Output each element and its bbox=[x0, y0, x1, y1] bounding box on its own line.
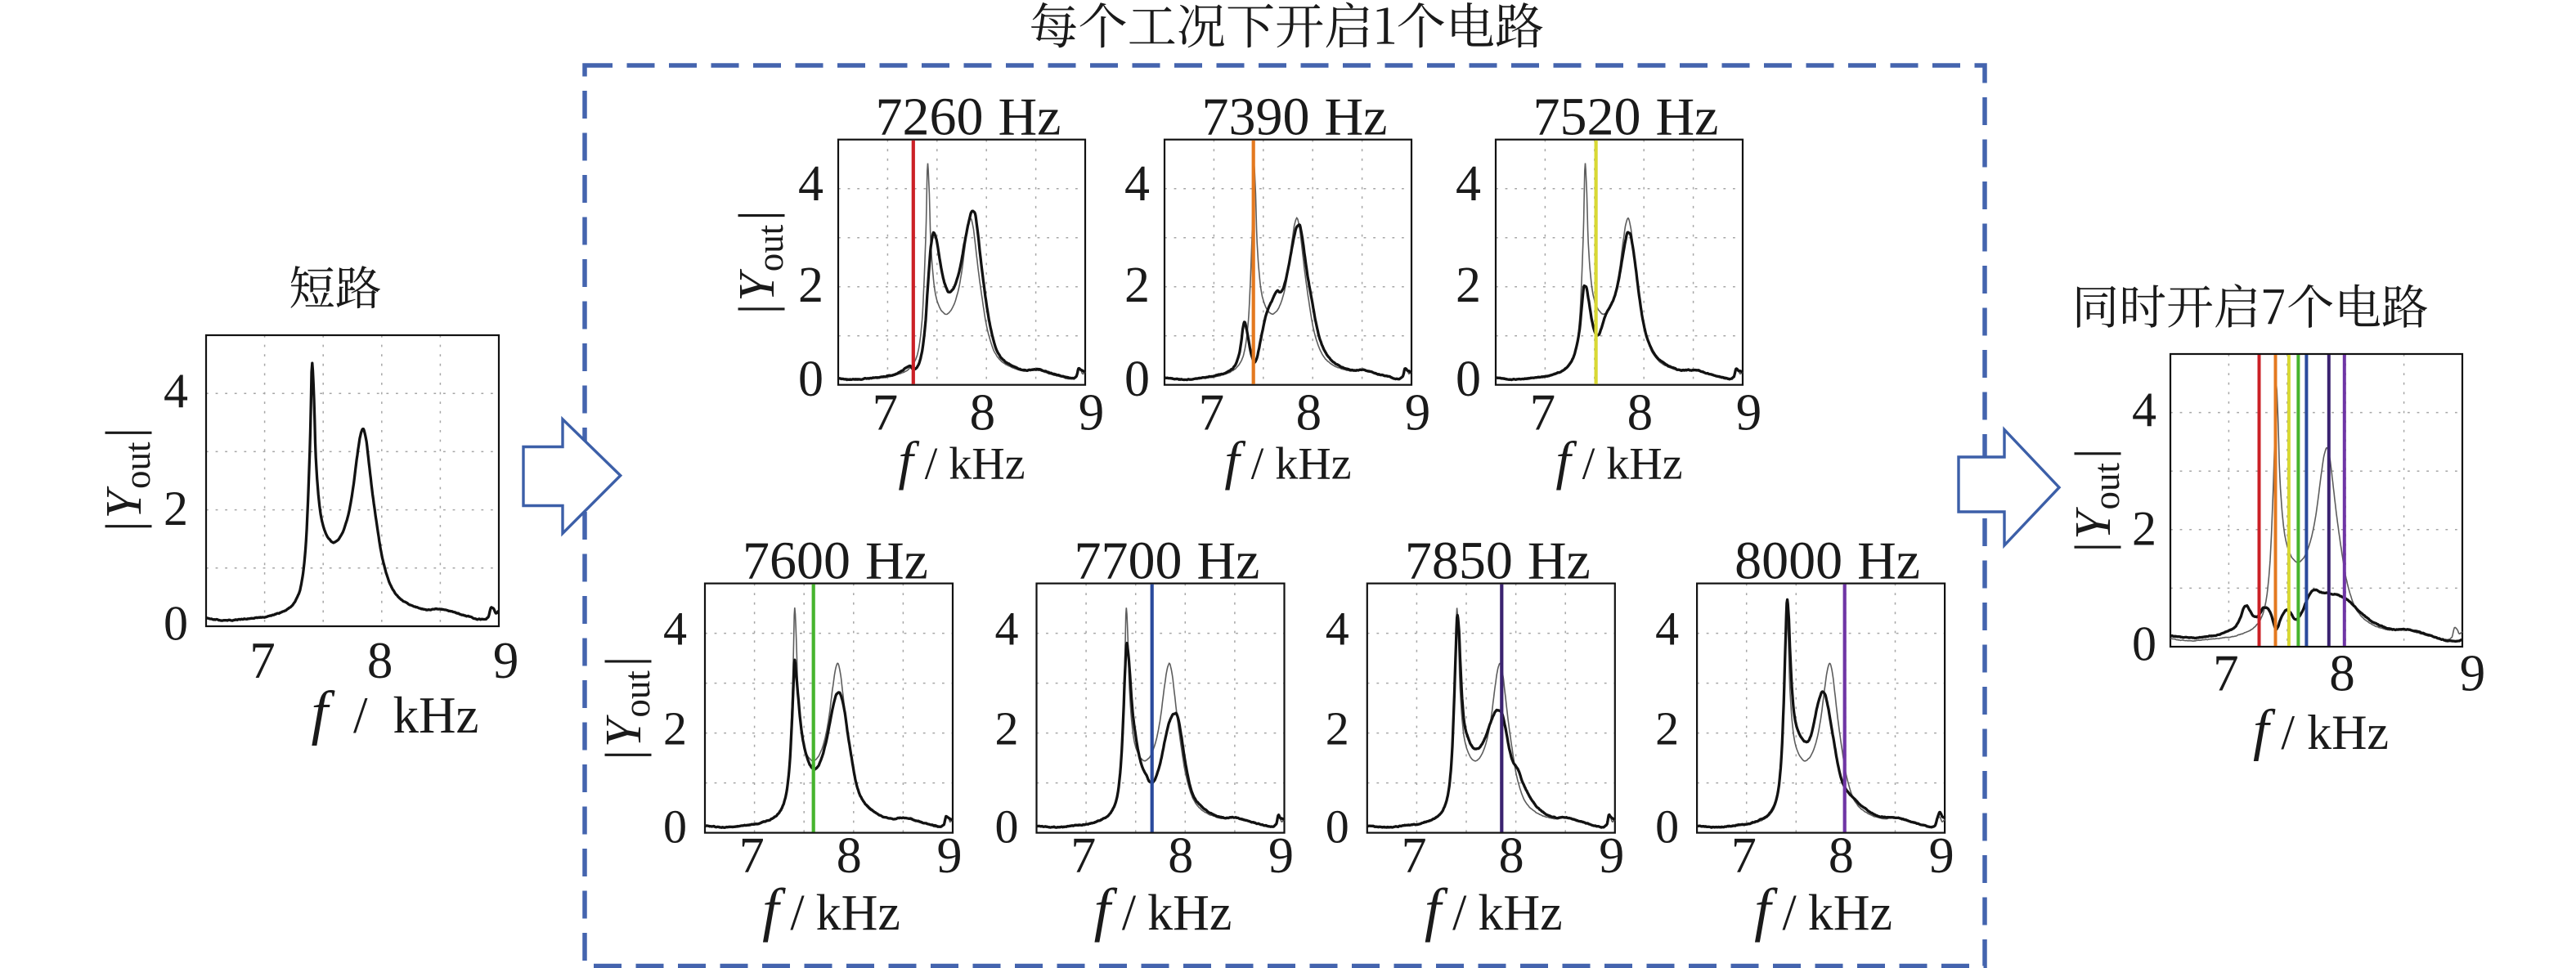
svg-text:9: 9 bbox=[1405, 384, 1431, 441]
svg-text:0: 0 bbox=[2132, 617, 2156, 671]
svg-text:|Yout|: |Yout| bbox=[2066, 449, 2127, 553]
svg-text:7: 7 bbox=[739, 828, 765, 884]
svg-text:2: 2 bbox=[1655, 701, 1679, 755]
svg-text:|Yout|: |Yout| bbox=[596, 657, 657, 760]
svg-text:9: 9 bbox=[1599, 828, 1624, 884]
svg-text:2: 2 bbox=[995, 701, 1019, 755]
svg-text:8: 8 bbox=[1499, 828, 1524, 884]
svg-text:7: 7 bbox=[873, 384, 899, 441]
svg-text:8: 8 bbox=[1627, 384, 1654, 441]
svg-text:2: 2 bbox=[2132, 501, 2156, 555]
svg-text:2: 2 bbox=[798, 258, 824, 313]
svg-text:7: 7 bbox=[1402, 828, 1427, 884]
svg-text:8: 8 bbox=[2329, 644, 2355, 701]
svg-text:4: 4 bbox=[1655, 602, 1679, 655]
svg-text:f/kHz: f / kHz bbox=[1555, 432, 1682, 491]
svg-text:9: 9 bbox=[1929, 828, 1954, 884]
svg-text:4: 4 bbox=[2132, 383, 2156, 437]
svg-text:|Yout|: |Yout| bbox=[96, 428, 158, 531]
svg-text:4: 4 bbox=[164, 364, 188, 418]
svg-text:0: 0 bbox=[1655, 800, 1679, 854]
svg-text:|Yout|: |Yout| bbox=[729, 210, 791, 314]
svg-text:8: 8 bbox=[1829, 828, 1854, 884]
svg-text:7: 7 bbox=[249, 632, 276, 689]
svg-text:2: 2 bbox=[1456, 258, 1481, 313]
svg-text:8: 8 bbox=[837, 828, 862, 884]
svg-text:0: 0 bbox=[1326, 800, 1349, 854]
svg-text:4: 4 bbox=[663, 602, 687, 655]
svg-text:4: 4 bbox=[1326, 602, 1349, 655]
svg-text:0: 0 bbox=[663, 800, 687, 854]
svg-text:8: 8 bbox=[970, 384, 996, 441]
svg-text:9: 9 bbox=[1736, 384, 1762, 441]
svg-text:2: 2 bbox=[663, 701, 687, 755]
svg-text:0: 0 bbox=[798, 352, 824, 407]
svg-text:9: 9 bbox=[493, 632, 519, 689]
svg-text:8: 8 bbox=[1296, 384, 1322, 441]
svg-text:7: 7 bbox=[2213, 644, 2239, 701]
svg-text:4: 4 bbox=[798, 156, 824, 212]
svg-text:f/kHz: f / kHz bbox=[1224, 432, 1351, 491]
svg-text:2: 2 bbox=[1124, 258, 1150, 313]
svg-text:f/kHz: f / kHz bbox=[1094, 876, 1232, 943]
svg-text:4: 4 bbox=[995, 602, 1019, 655]
svg-text:2: 2 bbox=[164, 482, 188, 536]
svg-text:f/kHz: f / kHz bbox=[762, 876, 900, 943]
svg-text:7: 7 bbox=[1070, 828, 1096, 884]
svg-text:0: 0 bbox=[1124, 352, 1150, 407]
svg-text:7: 7 bbox=[1731, 828, 1757, 884]
svg-text:4: 4 bbox=[1124, 156, 1150, 212]
svg-text:0: 0 bbox=[995, 800, 1019, 854]
svg-text:4: 4 bbox=[1456, 156, 1481, 212]
svg-text:7: 7 bbox=[1199, 384, 1225, 441]
svg-text:9: 9 bbox=[2460, 644, 2486, 701]
svg-text:9: 9 bbox=[1268, 828, 1294, 884]
svg-text:9: 9 bbox=[1079, 384, 1105, 441]
svg-text:8: 8 bbox=[1168, 828, 1193, 884]
svg-text:0: 0 bbox=[1456, 352, 1481, 407]
svg-text:8: 8 bbox=[367, 632, 393, 689]
svg-text:9: 9 bbox=[937, 828, 963, 884]
svg-text:2: 2 bbox=[1326, 701, 1349, 755]
svg-text:7: 7 bbox=[1530, 384, 1556, 441]
svg-text:0: 0 bbox=[164, 597, 188, 651]
